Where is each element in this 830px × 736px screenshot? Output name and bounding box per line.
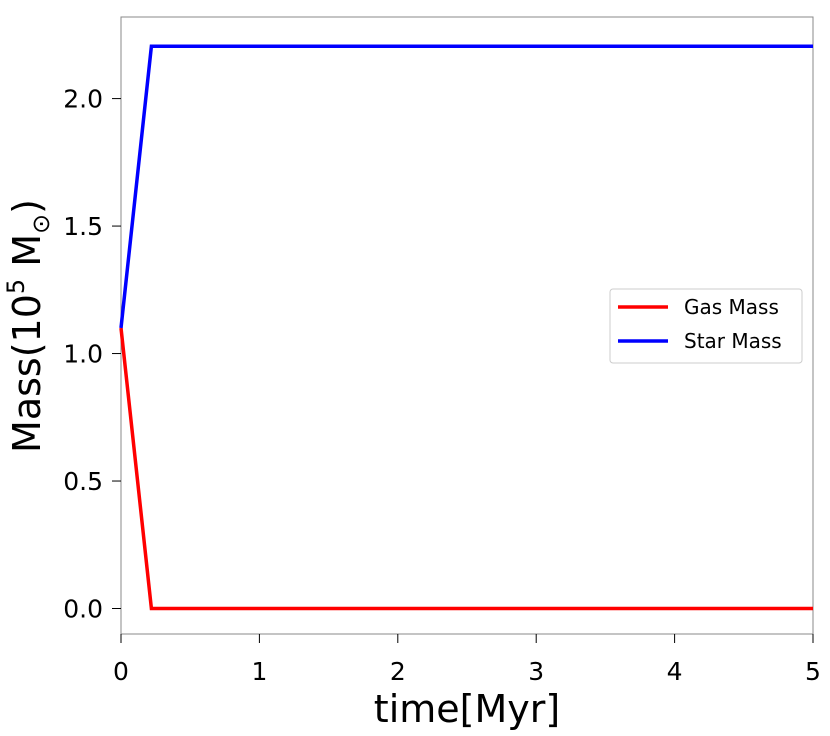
x-tick-label: 1	[251, 657, 267, 686]
x-tick-label: 5	[805, 657, 821, 686]
x-axis-ticks: 0 1 2 3 4 5	[113, 634, 821, 686]
x-tick-label: 2	[390, 657, 406, 686]
legend-label-gas-mass: Gas Mass	[684, 295, 779, 319]
svg-text:Mass(105 M⊙): Mass(105 M⊙)	[2, 199, 55, 453]
y-tick-label: 0.5	[63, 467, 103, 496]
x-tick-label: 3	[528, 657, 544, 686]
y-axis-ticks: 0.0 0.5 1.0 1.5 2.0	[63, 85, 121, 624]
x-tick-label: 0	[113, 657, 129, 686]
y-tick-label: 2.0	[63, 85, 103, 114]
x-tick-label: 4	[667, 657, 683, 686]
series-line-star-mass	[119, 44, 813, 329]
series-lines	[119, 44, 813, 611]
y-tick-label: 0.0	[63, 595, 103, 624]
y-tick-label: 1.5	[63, 212, 103, 241]
y-tick-label: 1.0	[63, 340, 103, 369]
legend-label-star-mass: Star Mass	[684, 329, 782, 353]
legend: Gas Mass Star Mass	[609, 288, 803, 364]
x-axis-label: time[Myr]	[374, 687, 560, 731]
series-line-gas-mass	[119, 327, 813, 611]
y-axis-label: Mass(105 M⊙)	[2, 199, 55, 453]
